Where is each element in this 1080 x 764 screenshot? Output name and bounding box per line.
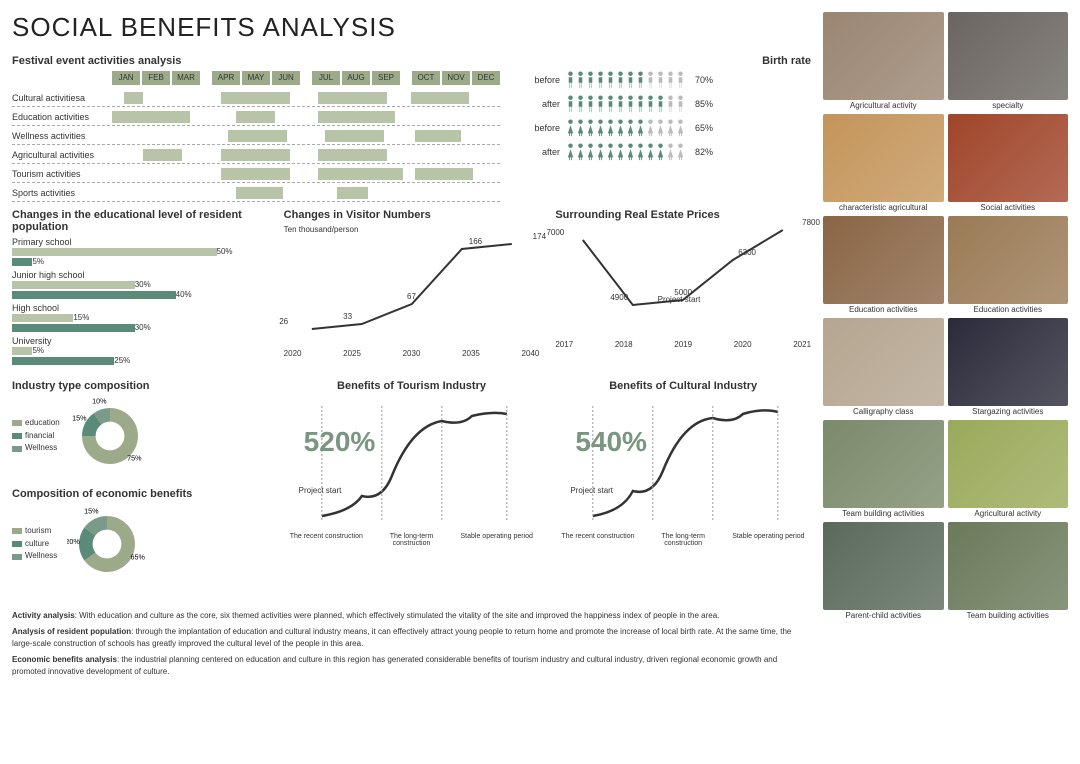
month-label: SEP xyxy=(372,71,400,85)
education-title: Changes in the educational level of resi… xyxy=(12,209,268,233)
cultural-title: Benefits of Cultural Industry xyxy=(555,380,811,392)
activity-label: Sports activities xyxy=(12,188,112,198)
tourism-title: Benefits of Tourism Industry xyxy=(284,380,540,392)
visitors-section: Changes in Visitor Numbers Ten thousand/… xyxy=(284,209,540,374)
month-label: JUL xyxy=(312,71,340,85)
donuts-section: Industry type composition educationfinan… xyxy=(12,380,268,596)
cultural-annotation: Project start xyxy=(570,486,613,495)
activity-label: Wellness activities xyxy=(12,131,112,141)
donut2-chart: 65% 20% 15% xyxy=(67,504,147,584)
activity-label: Agricultural activities xyxy=(12,150,112,160)
visitors-ylabel: Ten thousand/person xyxy=(284,225,540,234)
tourism-pct: 520% xyxy=(304,426,376,458)
visitors-chart xyxy=(284,234,540,344)
month-label: NOV xyxy=(442,71,470,85)
cultural-pct: 540% xyxy=(575,426,647,458)
svg-text:20%: 20% xyxy=(67,537,80,546)
activity-row: Cultural activitiesa xyxy=(12,89,500,107)
edu-row: University5%25% xyxy=(12,336,268,365)
festival-title: Festival event activities analysis xyxy=(12,55,500,67)
activity-row: Wellness activities xyxy=(12,127,500,145)
month-label: AUG xyxy=(342,71,370,85)
month-label: DEC xyxy=(472,71,500,85)
activity-row: Sports activities xyxy=(12,184,500,202)
estate-title: Surrounding Real Estate Prices xyxy=(555,209,811,221)
month-label: JUN xyxy=(272,71,300,85)
svg-text:10%: 10% xyxy=(92,396,107,405)
month-label: JAN xyxy=(112,71,140,85)
svg-text:15%: 15% xyxy=(72,413,87,422)
photo-item: specialty xyxy=(948,12,1069,110)
photo-item: Calligraphy class xyxy=(823,318,944,416)
page-title: SOCIAL BENEFITS ANALYSIS xyxy=(12,12,811,43)
svg-text:15%: 15% xyxy=(84,506,99,515)
photo-item: Agricultural activity xyxy=(948,420,1069,518)
donut1-chart: 75% 15% 10% xyxy=(70,396,150,476)
photo-item: Agricultural activity xyxy=(823,12,944,110)
tourism-chart xyxy=(284,396,540,526)
month-label: MAY xyxy=(242,71,270,85)
tourism-annotation: Project start xyxy=(299,486,342,495)
activity-row: Education activities xyxy=(12,108,500,126)
month-label: OCT xyxy=(412,71,440,85)
photo-item: Education activities xyxy=(948,216,1069,314)
activity-row: Agricultural activities xyxy=(12,146,500,164)
month-label: MAR xyxy=(172,71,200,85)
edu-row: High school15%30% xyxy=(12,303,268,332)
month-label: FEB xyxy=(142,71,170,85)
photo-item: Team building activities xyxy=(823,420,944,518)
edu-row: Junior high school30%40% xyxy=(12,270,268,299)
svg-text:75%: 75% xyxy=(127,453,142,462)
month-header: JANFEBMAR APRMAYJUN JULAUGSEP OCTNOVDEC xyxy=(112,71,500,85)
footer-text: Activity analysis: With education and cu… xyxy=(12,610,811,682)
birth-row: after85% xyxy=(520,95,811,113)
birth-row: after82% xyxy=(520,143,811,161)
birth-section: Birth rate before70% after85% before65% aft… xyxy=(520,55,811,203)
photo-item: Parent-child activities xyxy=(823,522,944,620)
photo-item: Team building activities xyxy=(948,522,1069,620)
festival-section: Festival event activities analysis JANFE… xyxy=(12,55,500,203)
birth-row: before65% xyxy=(520,119,811,137)
visitors-title: Changes in Visitor Numbers xyxy=(284,209,540,221)
donut2-title: Composition of economic benefits xyxy=(12,488,268,500)
photo-item: characteristic agricultural xyxy=(823,114,944,212)
svg-text:65%: 65% xyxy=(131,553,146,562)
activity-label: Tourism activities xyxy=(12,169,112,179)
cultural-chart xyxy=(555,396,811,526)
photo-sidebar: Agricultural activityspecialtycharacteri… xyxy=(823,12,1068,682)
tourism-benefit: Benefits of Tourism Industry 520% Projec… xyxy=(284,380,540,596)
cultural-benefit: Benefits of Cultural Industry 540% Proje… xyxy=(555,380,811,596)
birth-row: before70% xyxy=(520,71,811,89)
activity-row: Tourism activities xyxy=(12,165,500,183)
edu-row: Primary school50%5% xyxy=(12,237,268,266)
activity-label: Cultural activitiesa xyxy=(12,93,112,103)
estate-section: Surrounding Real Estate Prices Project s… xyxy=(555,209,811,374)
photo-item: Education activities xyxy=(823,216,944,314)
donut1-title: Industry type composition xyxy=(12,380,268,392)
photo-item: Stargazing activities xyxy=(948,318,1069,416)
photo-item: Social activities xyxy=(948,114,1069,212)
education-section: Changes in the educational level of resi… xyxy=(12,209,268,374)
month-label: APR xyxy=(212,71,240,85)
estate-chart xyxy=(555,225,811,335)
activity-label: Education activities xyxy=(12,112,112,122)
birth-title: Birth rate xyxy=(520,55,811,67)
